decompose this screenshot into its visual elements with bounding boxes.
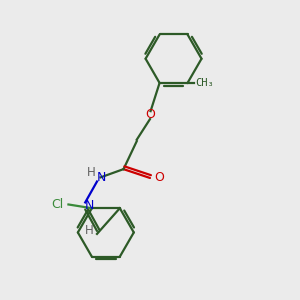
Text: Cl: Cl — [51, 198, 63, 211]
Text: N: N — [85, 200, 94, 212]
Text: O: O — [145, 108, 155, 121]
Text: H: H — [84, 224, 93, 237]
Text: N: N — [97, 172, 106, 184]
Text: H: H — [87, 166, 96, 179]
Text: O: O — [154, 171, 164, 184]
Text: CH₃: CH₃ — [195, 78, 214, 88]
